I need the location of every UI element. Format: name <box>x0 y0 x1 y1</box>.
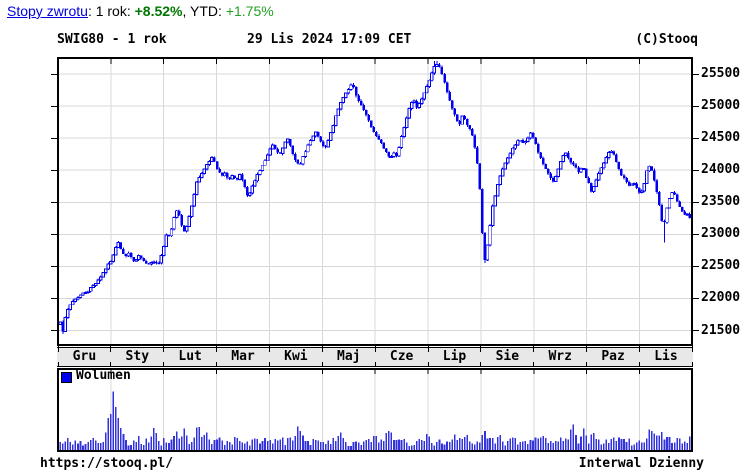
x-axis-label-lis: Lis <box>654 349 678 364</box>
y-axis-label: 25000 <box>701 98 741 114</box>
x-axis-label-lut: Lut <box>178 349 202 364</box>
x-strip-tick-bottom <box>374 362 376 367</box>
x-strip-tick-bottom <box>639 362 641 367</box>
y-tick-left <box>51 297 58 299</box>
x-strip-tick-top <box>586 346 588 352</box>
y-axis-label: 24000 <box>701 162 741 178</box>
chart-title: SWIG80 - 1 rok <box>57 32 167 47</box>
y-tick-right <box>692 297 699 299</box>
x-strip-tick-bottom <box>691 362 693 367</box>
footer-url: https://stooq.pl/ <box>40 456 174 471</box>
y-tick-left <box>51 233 58 235</box>
chart-timestamp: 29 Lis 2024 17:09 CET <box>247 32 412 47</box>
y-axis-label: 21500 <box>701 322 741 338</box>
chart-copyright: (C)Stooq <box>635 32 698 47</box>
x-strip-tick-top <box>321 346 323 352</box>
y-tick-right <box>692 169 699 171</box>
x-strip-tick-top <box>374 346 376 352</box>
x-strip-tick-top <box>691 346 693 352</box>
y-tick-right <box>692 105 699 107</box>
x-strip-tick-top <box>216 346 218 352</box>
volume-legend-swatch <box>61 372 72 383</box>
x-strip-tick-bottom <box>57 362 59 367</box>
y-tick-left <box>51 265 58 267</box>
y-tick-right <box>692 73 699 75</box>
y-tick-left <box>51 169 58 171</box>
x-strip-tick-top <box>110 346 112 352</box>
x-strip-tick-bottom <box>268 362 270 367</box>
x-axis-label-kwi: Kwi <box>284 349 308 364</box>
x-strip-tick-bottom <box>480 362 482 367</box>
x-strip-tick-bottom <box>586 362 588 367</box>
y-tick-right <box>692 137 699 139</box>
price-chart <box>57 57 693 346</box>
y-tick-right <box>692 330 699 332</box>
x-strip-tick-bottom <box>427 362 429 367</box>
x-strip-tick-bottom <box>321 362 323 367</box>
x-axis-label-mar: Mar <box>231 349 255 364</box>
x-axis-label-cze: Cze <box>389 349 414 364</box>
x-axis-label-paz: Paz <box>601 349 625 364</box>
footer-interval-label: Interwal Dzienny <box>578 456 704 471</box>
y-tick-left <box>51 73 58 75</box>
y-tick-right <box>692 265 699 267</box>
y-axis-label: 23500 <box>701 194 741 210</box>
x-strip-tick-bottom <box>533 362 535 367</box>
returns-bar: Stopy zwrotu: 1 rok: +8.52%, YTD: +1.75% <box>7 3 274 19</box>
one-year-return-value: +8.52% <box>134 3 183 19</box>
x-axis-label-wrz: Wrz <box>548 349 572 364</box>
x-strip-tick-top <box>480 346 482 352</box>
y-tick-left <box>51 201 58 203</box>
x-strip-tick-bottom <box>163 362 165 367</box>
x-strip-tick-top <box>533 346 535 352</box>
volume-chart <box>57 368 693 452</box>
y-axis-label: 23000 <box>701 226 741 242</box>
x-axis-label-maj: Maj <box>337 349 361 364</box>
y-axis-label: 24500 <box>701 130 741 146</box>
y-axis-label: 22000 <box>701 290 741 306</box>
y-tick-left <box>51 330 58 332</box>
x-axis-label-sty: Sty <box>125 349 150 364</box>
x-axis-label-gru: Gru <box>72 349 97 364</box>
returns-separator: : <box>87 3 96 19</box>
ytd-return-value: +1.75% <box>225 3 274 19</box>
x-strip-tick-top <box>163 346 165 352</box>
y-tick-left <box>51 137 58 139</box>
y-tick-right <box>692 233 699 235</box>
ytd-label: YTD: <box>190 3 226 19</box>
x-strip-tick-bottom <box>216 362 218 367</box>
one-year-label: 1 rok: <box>95 3 135 19</box>
x-strip-tick-top <box>639 346 641 352</box>
x-strip-tick-bottom <box>110 362 112 367</box>
x-axis-label-lip: Lip <box>442 349 467 364</box>
x-axis-label-sie: Sie <box>495 349 520 364</box>
x-strip-tick-top <box>57 346 59 352</box>
y-axis-label: 25500 <box>701 66 741 81</box>
returns-link[interactable]: Stopy zwrotu <box>7 3 88 19</box>
y-tick-right <box>692 201 699 203</box>
x-strip-tick-top <box>427 346 429 352</box>
returns-comma: , <box>182 3 191 19</box>
y-axis-label: 22500 <box>701 258 741 274</box>
y-tick-left <box>51 105 58 107</box>
x-strip-tick-top <box>268 346 270 352</box>
volume-legend-label: Wolumen <box>76 368 131 383</box>
